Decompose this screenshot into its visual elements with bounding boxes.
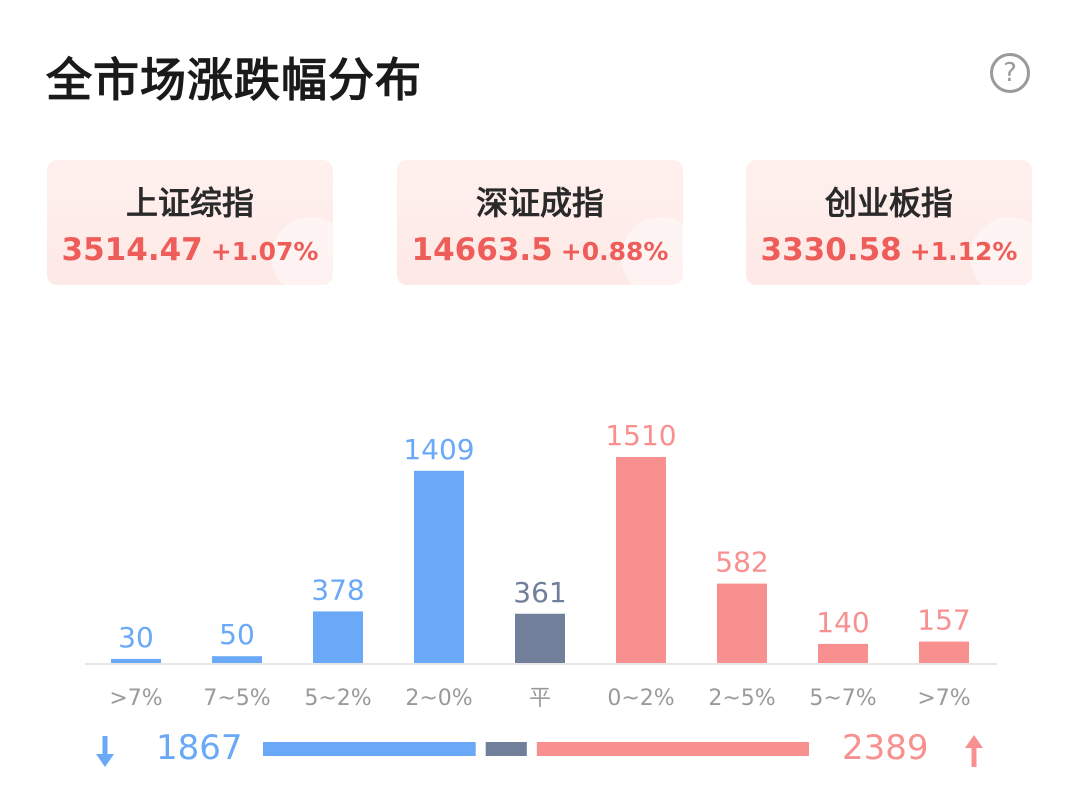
index-value: 3514.47	[61, 232, 203, 268]
bar	[111, 658, 161, 663]
index-card-sz[interactable]: 深证成指 14663.5 +0.88%	[397, 160, 683, 285]
tick-label: 5~2%	[304, 686, 371, 711]
arrow-up-icon	[963, 734, 985, 774]
data-label: 361	[513, 576, 566, 609]
summary-bar-up	[536, 742, 809, 756]
index-value: 14663.5	[411, 232, 553, 268]
index-name: 深证成指	[475, 184, 604, 222]
summary-bar-flat	[485, 742, 527, 756]
question-circle-icon[interactable]: ?	[990, 53, 1030, 93]
index-change: +1.07%	[210, 237, 319, 266]
tick-label: >7%	[917, 686, 970, 711]
bar	[414, 470, 464, 663]
data-label: 30	[118, 621, 154, 654]
tick-label: 2~0%	[405, 686, 472, 711]
bar	[616, 457, 666, 663]
bar	[515, 613, 565, 663]
summary-bar-down	[263, 742, 476, 756]
arrow-down-icon	[94, 734, 116, 774]
bar	[313, 611, 363, 663]
data-label: 378	[311, 573, 364, 606]
index-values: 14663.5 +0.88%	[397, 232, 683, 268]
index-change: +0.88%	[560, 237, 669, 266]
index-card-sh[interactable]: 上证综指 3514.47 +1.07%	[47, 160, 333, 285]
card-decoration	[970, 217, 1032, 285]
index-change: +1.12%	[909, 237, 1018, 266]
down-total: 1867	[156, 728, 243, 768]
index-name: 创业板指	[824, 184, 953, 222]
data-label: 50	[219, 618, 255, 651]
index-name: 上证综指	[125, 184, 254, 222]
index-values: 3514.47 +1.07%	[47, 232, 333, 268]
data-label: 1510	[605, 419, 676, 452]
data-label: 582	[715, 546, 768, 579]
data-label: 157	[917, 604, 970, 637]
tick-label: 2~5%	[708, 686, 775, 711]
card-decoration	[621, 217, 683, 285]
page-title: 全市场涨跌幅分布	[46, 53, 422, 107]
index-card-cyb[interactable]: 创业板指 3330.58 +1.12%	[746, 160, 1032, 285]
index-values: 3330.58 +1.12%	[746, 232, 1032, 268]
bar	[212, 656, 262, 663]
tick-label: 0~2%	[607, 686, 674, 711]
tick-label: 平	[529, 686, 551, 711]
data-label: 140	[816, 606, 869, 639]
bar	[919, 641, 969, 663]
up-total: 2389	[842, 728, 929, 768]
bar	[818, 643, 868, 663]
data-label: 1409	[403, 433, 474, 466]
tick-label: 5~7%	[809, 686, 876, 711]
card-decoration	[271, 217, 333, 285]
bar	[717, 583, 767, 663]
tick-label: >7%	[109, 686, 162, 711]
index-value: 3330.58	[760, 232, 902, 268]
tick-label: 7~5%	[203, 686, 270, 711]
